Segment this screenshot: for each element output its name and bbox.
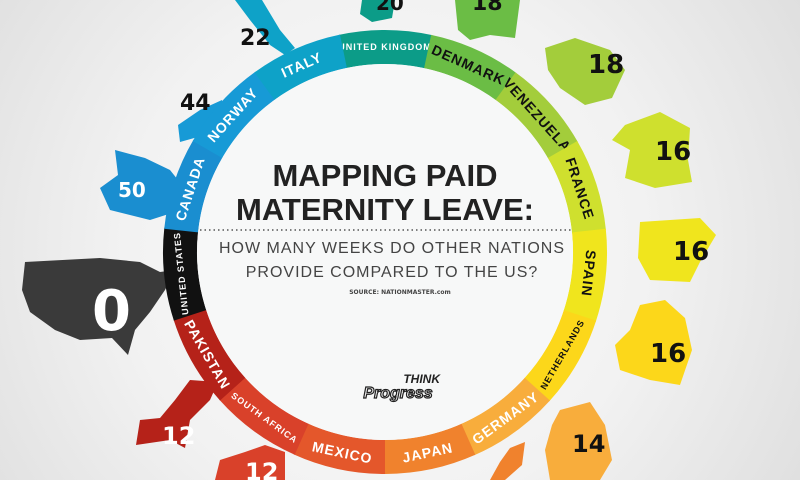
ring-segment-mexico <box>293 423 385 474</box>
weeks-netherlands: 16 <box>650 339 686 369</box>
subtitle-line-1: HOW MANY WEEKS DO OTHER NATIONS <box>219 240 565 257</box>
svg-text:THINK: THINK <box>403 372 441 386</box>
ring-segment-spain <box>563 228 607 322</box>
map-pakistan <box>136 380 218 448</box>
svg-text:Progress: Progress <box>363 385 432 402</box>
ring-segment-pakistan <box>173 309 246 401</box>
title-line-1: MAPPING PAID <box>272 158 497 193</box>
map-united-states <box>22 258 175 355</box>
map-united-kingdom <box>360 0 395 22</box>
ring-segment-denmark <box>424 34 517 101</box>
weeks-france: 16 <box>655 137 691 167</box>
ring-segment-canada <box>164 139 223 233</box>
ring-segment-netherlands <box>524 310 597 402</box>
map-venezuela <box>545 38 625 105</box>
map-south-africa <box>215 445 285 480</box>
ring-segment-united-kingdom <box>338 30 433 69</box>
subtitle-line-2: PROVIDE COMPARED TO THE US? <box>246 264 539 281</box>
weeks-united-states: 0 <box>92 279 131 344</box>
map-germany <box>545 402 612 480</box>
map-italy <box>235 0 295 55</box>
map-norway <box>178 100 225 142</box>
ring-segment-south-africa <box>219 377 309 455</box>
weeks-italy: 22 <box>240 26 271 51</box>
ring-label-united-kingdom: UNITED KINGDOM <box>338 42 432 52</box>
weeks-pakistan: 12 <box>162 422 195 450</box>
weeks-norway: 44 <box>180 91 211 116</box>
ring-segment-united-states <box>163 227 207 321</box>
ring-segment-japan <box>383 423 476 474</box>
ring-segment-france <box>547 141 606 234</box>
weeks-denmark: 18 <box>472 0 503 16</box>
map-spain <box>638 218 716 282</box>
map-france <box>612 112 692 188</box>
country-maps: 20 18 18 16 16 16 14 12 12 0 50 44 22 <box>22 0 716 480</box>
map-denmark <box>455 0 520 40</box>
map-netherlands <box>615 300 692 385</box>
weeks-canada: 50 <box>118 178 146 202</box>
weeks-united-kingdom: 20 <box>376 0 404 15</box>
ring-segment-norway <box>192 71 276 158</box>
ring-label-spain: SPAIN <box>578 249 599 297</box>
title-line-2: MATERNITY LEAVE: <box>236 192 534 227</box>
weeks-venezuela: 18 <box>588 50 624 80</box>
ring-segment-germany <box>460 377 550 456</box>
ring-segment-italy <box>254 34 347 100</box>
weeks-germany: 14 <box>572 430 605 458</box>
center-disc <box>197 64 573 440</box>
weeks-south-africa: 12 <box>245 458 278 480</box>
map-canada <box>100 150 182 220</box>
weeks-spain: 16 <box>673 237 709 267</box>
map-japan <box>490 442 525 480</box>
thinkprogress-logo: THINK Progress <box>363 372 442 403</box>
source-note: SOURCE: NATIONMASTER.com <box>349 289 451 296</box>
ring-segment-venezuela <box>495 72 578 159</box>
